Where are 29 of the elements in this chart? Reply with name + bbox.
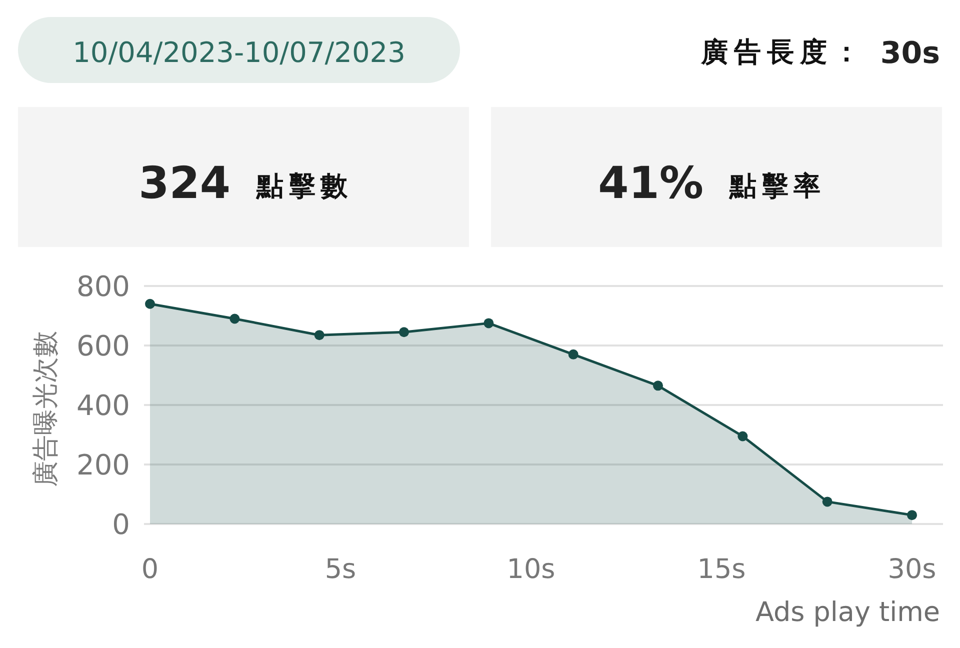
text: 30s bbox=[888, 554, 936, 585]
text: 5s bbox=[324, 554, 356, 585]
point bbox=[907, 510, 917, 520]
y-tick-label: 600 bbox=[76, 330, 130, 363]
text: 點擊率 bbox=[728, 171, 826, 202]
point bbox=[822, 496, 832, 507]
text: 10s bbox=[506, 554, 556, 585]
y-tick-label: 400 bbox=[76, 389, 130, 422]
point bbox=[653, 380, 663, 391]
x-axis-title: Ads play time bbox=[755, 597, 940, 628]
y-axis-title: 廣告曝光次數 bbox=[31, 331, 61, 487]
text: 324 bbox=[138, 158, 230, 209]
point bbox=[230, 314, 240, 324]
point bbox=[399, 327, 409, 338]
point bbox=[484, 318, 494, 328]
text: 30s bbox=[880, 36, 940, 71]
y-tick-label: 0 bbox=[112, 508, 130, 542]
text: 點擊數 bbox=[256, 171, 352, 202]
text: 10/04/2023-10/07/2023 bbox=[72, 36, 406, 69]
point bbox=[568, 349, 578, 360]
point bbox=[314, 330, 324, 340]
text: 廣告長度： bbox=[700, 37, 866, 68]
text: 15s bbox=[697, 554, 746, 585]
text: 41% bbox=[598, 158, 704, 209]
y-tick-label: 800 bbox=[76, 270, 130, 304]
text: 0 bbox=[141, 554, 159, 585]
point bbox=[738, 431, 748, 442]
point bbox=[145, 298, 155, 309]
y-tick-label: 200 bbox=[76, 448, 130, 482]
